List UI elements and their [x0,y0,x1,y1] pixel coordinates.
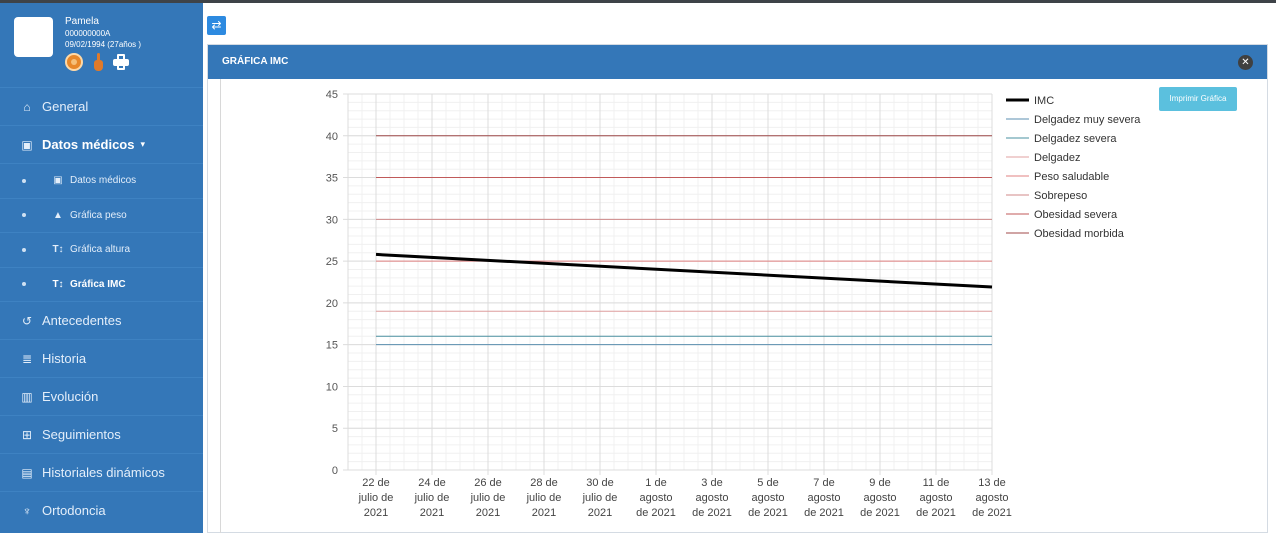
patient-profile: Pamela 000000000A 09/02/1994 (27años ) [0,3,203,87]
sidebar-subitem-grafica-altura[interactable]: T↕ Gráfica altura [0,232,203,267]
x-tick-label: 24 de julio de 2021 [414,477,450,519]
sidebar-item-general[interactable]: ⌂ General [0,87,203,125]
x-tick-label: 11 de agosto de 2021 [916,477,956,519]
contact-card-icon: ▤ [21,465,33,480]
legend-label: Delgadez severa [1034,133,1117,145]
y-tick-label: 45 [326,89,338,101]
bullet-icon [22,282,26,287]
bullet-icon [22,178,26,183]
x-tick-label: 5 de agosto de 2021 [748,477,788,519]
sidebar-subitem-grafica-peso[interactable]: ▲ Gráfica peso [0,197,203,233]
legend-label: Delgadez [1034,152,1080,164]
legend-label: Obesidad morbida [1034,228,1125,240]
bar-chart-icon: ▥ [21,389,33,404]
y-tick-label: 35 [326,173,338,185]
legend-label: Delgadez muy severa [1034,114,1141,126]
sidebar-item-label: Historiales dinámicos [42,465,165,480]
text-height-icon: T↕ [52,278,64,290]
sidebar-item-label: Historia [42,351,87,366]
sidebar-subitem-label: Datos médicos [70,175,137,187]
x-tick-label: 9 de agosto de 2021 [860,477,900,519]
medkit-icon: ▣ [53,175,63,187]
sidebar-subitem-grafica-imc[interactable]: T↕ Gráfica IMC [0,266,203,302]
sidebar-subitem-label: Gráfica altura [70,244,131,256]
sidebar-item-datos-medicos[interactable]: ▣ Datos médicos ▾ [0,125,203,163]
bullet-icon [22,213,26,218]
x-tick-label: 30 de julio de 2021 [582,477,618,519]
avatar[interactable] [14,17,53,57]
sidebar-item-historiales[interactable]: ▤ Historiales dinámicos [0,453,203,491]
x-tick-label: 7 de agosto de 2021 [804,477,844,519]
weight-icon: ▲ [53,209,63,221]
hand-icon[interactable] [91,53,105,71]
server-icon: ≣ [21,351,33,366]
swap-arrows-icon[interactable]: ⇄ [207,16,226,35]
x-tick-label: 22 de julio de 2021 [358,477,394,519]
y-axis-ticks: 0 5 10 15 20 25 30 35 40 45 [326,89,338,477]
patient-dob: 09/02/1994 (27años ) [65,40,142,49]
chart-series [375,135,993,346]
chart-area [220,79,1257,533]
baby-face-icon[interactable] [65,53,83,71]
sidebar-item-label: General [42,99,89,114]
sidebar-menu: ⌂ General ▣ Datos médicos ▾ ▣ Datos médi… [0,87,203,529]
patient-name: Pamela [65,16,99,27]
x-tick-label: 1 de agosto de 2021 [636,477,676,519]
y-tick-label: 5 [332,423,338,435]
sidebar-item-label: Antecedentes [42,313,122,328]
close-icon[interactable]: ✕ [1238,55,1253,70]
top-border [0,0,1276,3]
history-icon: ↺ [21,313,33,328]
chart-grid [343,93,993,475]
home-icon: ⌂ [23,99,31,114]
sidebar-subitem-label: Gráfica IMC [70,278,126,290]
x-tick-label: 26 de julio de 2021 [470,477,506,519]
sidebar-item-label: Seguimientos [42,427,121,442]
sidebar-item-label: Datos médicos [42,137,135,152]
x-axis-ticks: 22 de julio de 2021 24 de julio de 2021 26 de j… [358,477,1012,519]
sidebar-item-antecedentes[interactable]: ↺ Antecedentes [0,301,203,339]
tooth-icon: ♆ [22,503,32,518]
y-tick-label: 40 [326,131,338,143]
bullet-icon [22,247,26,252]
chart-legend: IMC Delgadez muy severa Delgadez severa Del… [1006,95,1141,240]
y-tick-label: 30 [326,214,338,226]
chart-panel: GRÁFICA IMC ✕ [207,44,1268,533]
sidebar-item-historia[interactable]: ≣ Historia [0,339,203,377]
panel-title: GRÁFICA IMC [222,56,289,67]
y-tick-label: 15 [326,340,338,352]
sidebar: Pamela 000000000A 09/02/1994 (27años ) ⌂… [0,3,203,533]
y-tick-label: 20 [326,298,338,310]
plus-square-icon: ⊞ [21,427,33,442]
caret-down-icon: ▾ [140,139,146,149]
medkit-icon: ▣ [21,137,33,152]
sidebar-item-label: Ortodoncia [42,503,106,518]
y-tick-label: 10 [326,381,338,393]
x-tick-label: 3 de agosto de 2021 [692,477,732,519]
x-tick-label: 13 de agosto de 2021 [972,477,1012,519]
text-height-icon: T↕ [52,244,64,256]
y-tick-label: 0 [332,465,338,477]
legend-label: Obesidad severa [1034,209,1118,221]
print-chart-button[interactable]: Imprimir Gráfica [1159,87,1237,111]
sidebar-item-label: Evolución [42,389,99,404]
y-tick-label: 25 [326,256,338,268]
sidebar-subitem-datos-medicos[interactable]: ▣ Datos médicos [0,163,203,198]
sidebar-item-evolucion[interactable]: ▥ Evolución [0,377,203,415]
legend-label: IMC [1034,95,1054,107]
panel-header: GRÁFICA IMC ✕ [208,45,1267,79]
legend-label: Peso saludable [1034,171,1109,183]
legend-label: Sobrepeso [1034,190,1087,202]
sidebar-item-seguimientos[interactable]: ⊞ Seguimientos [0,415,203,453]
profile-icons [65,53,129,71]
printer-icon[interactable] [113,54,129,70]
patient-id: 000000000A [65,29,111,38]
sidebar-item-ortodoncia[interactable]: ♆ Ortodoncia [0,491,203,529]
x-tick-label: 28 de julio de 2021 [526,477,562,519]
series-line [375,252,993,289]
sidebar-subitem-label: Gráfica peso [70,209,127,221]
